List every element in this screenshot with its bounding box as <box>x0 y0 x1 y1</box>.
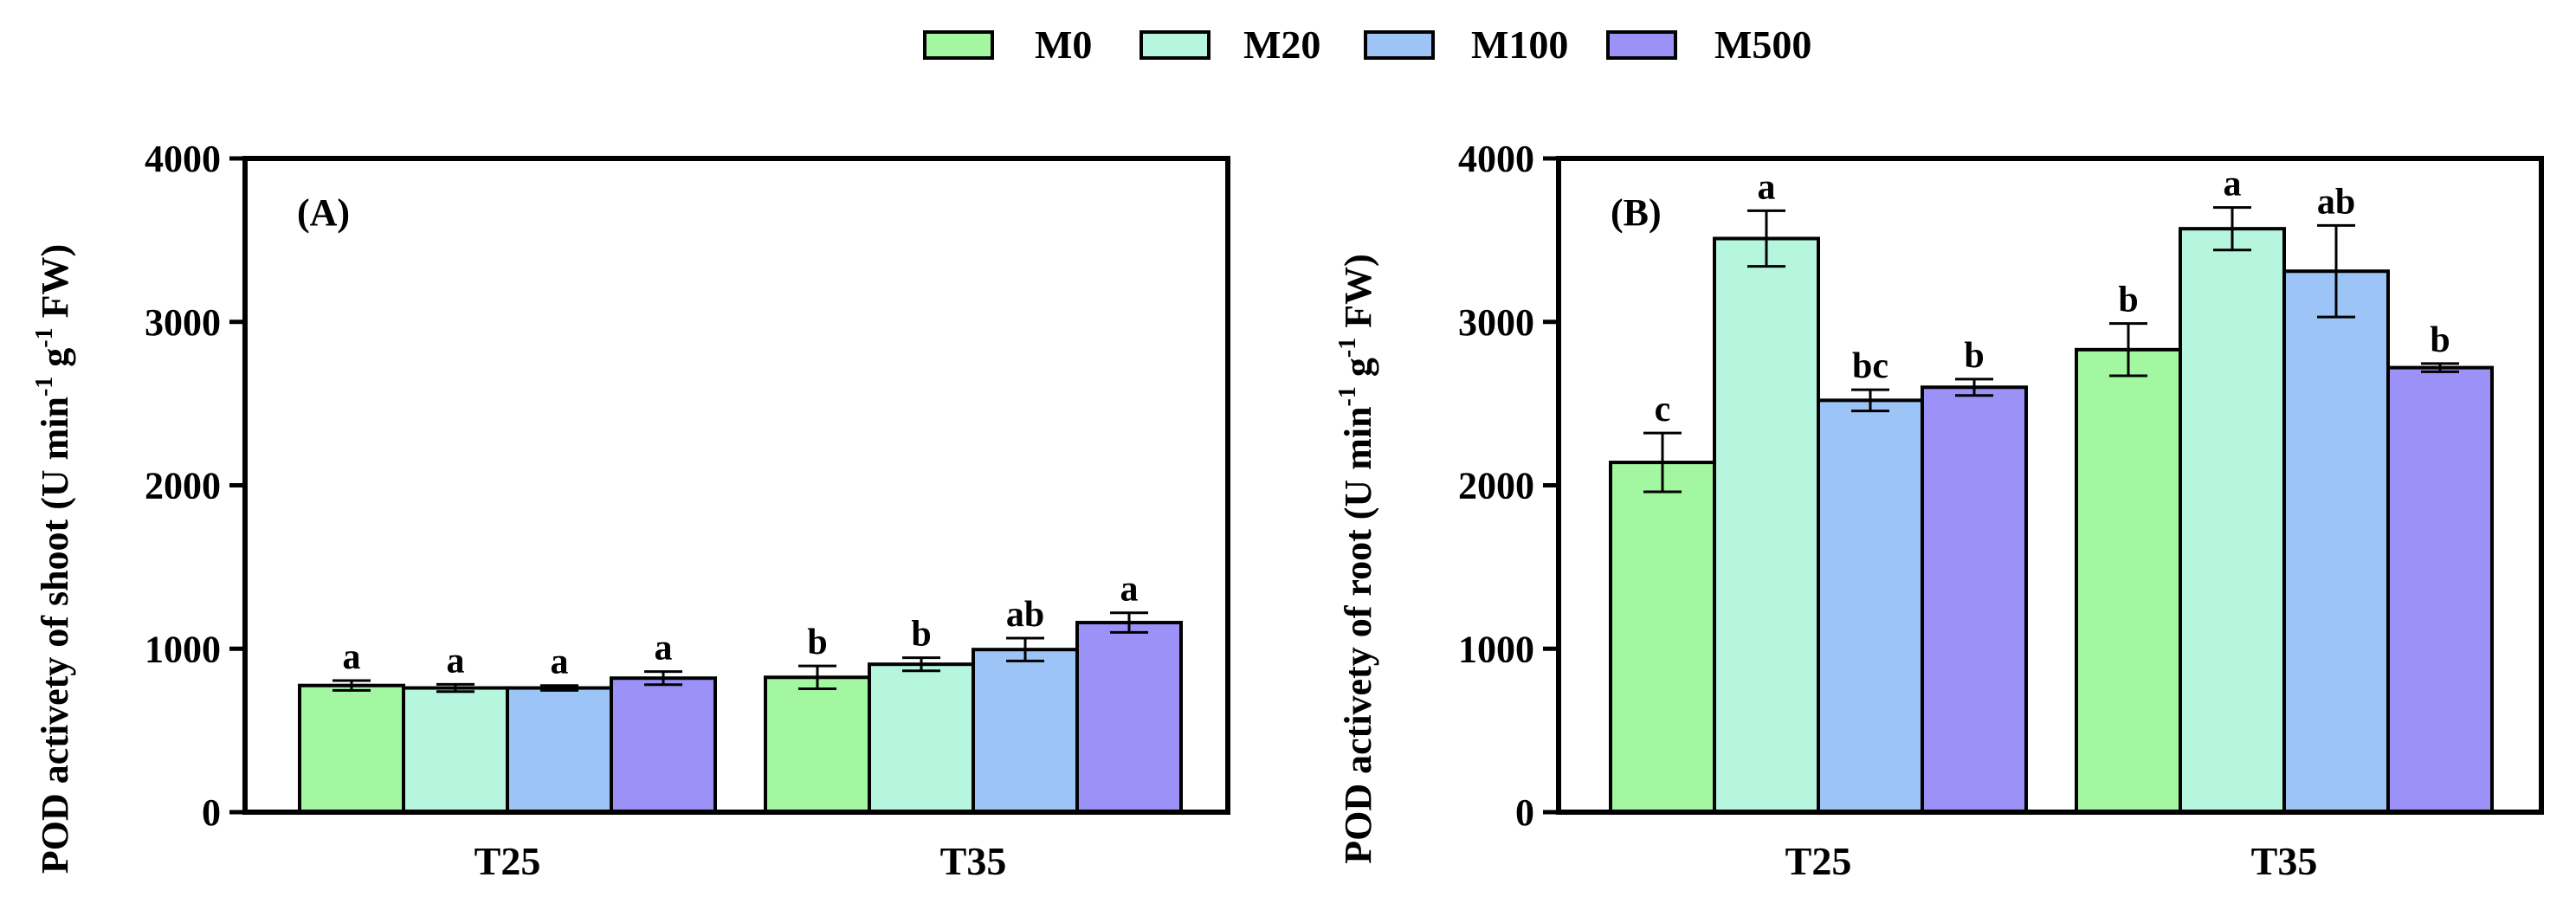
panel-a-sig-letter-t25-m100: a <box>551 642 569 682</box>
panel-b-y-axis-label-part: FW) <box>1337 254 1379 338</box>
legend-swatch-m100 <box>1364 30 1435 60</box>
panel-b: c a bc b T25 b a ab b T35 0 1000 2000 3000 4000 (B) POD … <box>1334 138 2544 883</box>
panel-b-sig-letter-t25-m100: bc <box>1852 346 1888 386</box>
panel-a-sig-letter-t25-m500: a <box>655 629 673 668</box>
legend-label-m100: M100 <box>1471 23 1568 67</box>
panel-a-sig-letter-t25-m20: a <box>447 641 465 681</box>
panel-b-ytick-label-2000: 2000 <box>1458 465 1534 507</box>
panel-b-sig-letter-t25-m500: b <box>1964 336 1984 376</box>
panel-b-bar-t35-m20 <box>2179 227 2286 815</box>
panel-a-y-axis-label-part: -1 <box>31 327 58 347</box>
legend-label-m500: M500 <box>1714 23 1811 67</box>
panel-b-bar-t25-m500 <box>1921 385 2028 814</box>
panel-a-y-axis-label-part: FW) <box>34 244 76 328</box>
panel-b-sig-letter-t25-m20: a <box>1758 167 1776 207</box>
panel-a-ytick-label-3000: 3000 <box>145 301 221 344</box>
panel-b-y-axis-label-part: POD activety of root (U min <box>1337 406 1379 863</box>
panel-a-y-axis-label-part: POD activety of shoot (U min <box>34 397 76 874</box>
panel-a-bar-t25-m500 <box>610 676 717 814</box>
panel-b-sig-letter-t35-m100: ab <box>2317 182 2355 222</box>
panel-a-bar-t35-m0 <box>764 675 871 814</box>
panel-a-sig-letter-t35-m20: b <box>911 615 931 655</box>
panel-b-bar-t35-m0 <box>2075 347 2182 814</box>
panel-a-y-axis-label-part: g <box>34 348 76 377</box>
panel-b-ytick-label-4000: 4000 <box>1458 138 1534 180</box>
panel-a-sig-letter-t25-m0: a <box>343 637 361 677</box>
panel-b-sig-letter-t25-m0: c <box>1655 390 1671 429</box>
panel-a-ytick-label-2000: 2000 <box>145 465 221 507</box>
panel-a: a a a a T25 b b ab a T35 0 1000 2000 3000 4000 (A) POD a… <box>31 138 1230 883</box>
panel-a-bar-t25-m20 <box>402 686 509 814</box>
panel-b-y-axis-label-part: -1 <box>1334 386 1361 406</box>
panel-b-bar-t25-m100 <box>1817 398 1924 814</box>
panel-a-ytick-label-1000: 1000 <box>145 628 221 670</box>
panel-b-sig-letter-t35-m0: b <box>2118 281 2138 320</box>
panel-a-panel-label: (A) <box>297 191 350 234</box>
panel-a-bar-t35-m20 <box>868 662 975 815</box>
panel-a-category-t25: T25 <box>475 839 541 883</box>
panel-b-ytick-label-0: 0 <box>1515 791 1534 834</box>
panel-b-ytick-label-1000: 1000 <box>1458 628 1534 670</box>
panel-b-y-axis-label-part: -1 <box>1334 338 1361 358</box>
panel-a-sig-letter-t35-m100: ab <box>1006 595 1044 635</box>
panel-a-bar-t35-m100 <box>972 648 1079 814</box>
panel-b-bar-t35-m500 <box>2386 365 2494 815</box>
panel-a-ytick-label-0: 0 <box>202 791 221 834</box>
panel-a-ytick-label-4000: 4000 <box>145 138 221 180</box>
panel-a-bar-t25-m100 <box>506 686 613 814</box>
panel-b-category-t25: T25 <box>1785 839 1852 883</box>
legend: M0 M20 M100 M500 <box>923 23 1811 67</box>
panel-a-y-axis-label: POD activety of shoot (U min-1 g-1 FW) <box>31 244 76 874</box>
panel-b-category-t35: T35 <box>2251 839 2318 883</box>
panel-b-panel-label: (B) <box>1611 191 1662 234</box>
panel-a-category-t35: T35 <box>940 839 1007 883</box>
panel-a-bar-t25-m0 <box>298 683 405 814</box>
panel-b-bar-t25-m20 <box>1713 236 1820 814</box>
legend-label-m0: M0 <box>1035 23 1092 67</box>
panel-a-sig-letter-t35-m500: a <box>1120 570 1139 610</box>
legend-swatch-m20 <box>1140 30 1211 60</box>
legend-swatch-m0 <box>923 30 994 60</box>
legend-swatch-m500 <box>1606 30 1677 60</box>
panel-a-sig-letter-t35-m0: b <box>807 623 827 662</box>
panel-b-ytick-label-3000: 3000 <box>1458 301 1534 344</box>
panel-b-bar-t35-m100 <box>2282 269 2390 814</box>
panel-b-y-axis-label-part: g <box>1337 358 1379 386</box>
panel-a-bar-t35-m500 <box>1075 621 1183 814</box>
legend-label-m20: M20 <box>1243 23 1320 67</box>
panel-b-bar-t25-m0 <box>1609 461 1716 814</box>
panel-b-sig-letter-t35-m20: a <box>2224 165 2242 204</box>
panel-b-sig-letter-t35-m500: b <box>2430 320 2450 360</box>
panel-a-y-axis-label-part: -1 <box>31 377 58 397</box>
panel-b-y-axis-label: POD activety of root (U min-1 g-1 FW) <box>1334 254 1379 863</box>
